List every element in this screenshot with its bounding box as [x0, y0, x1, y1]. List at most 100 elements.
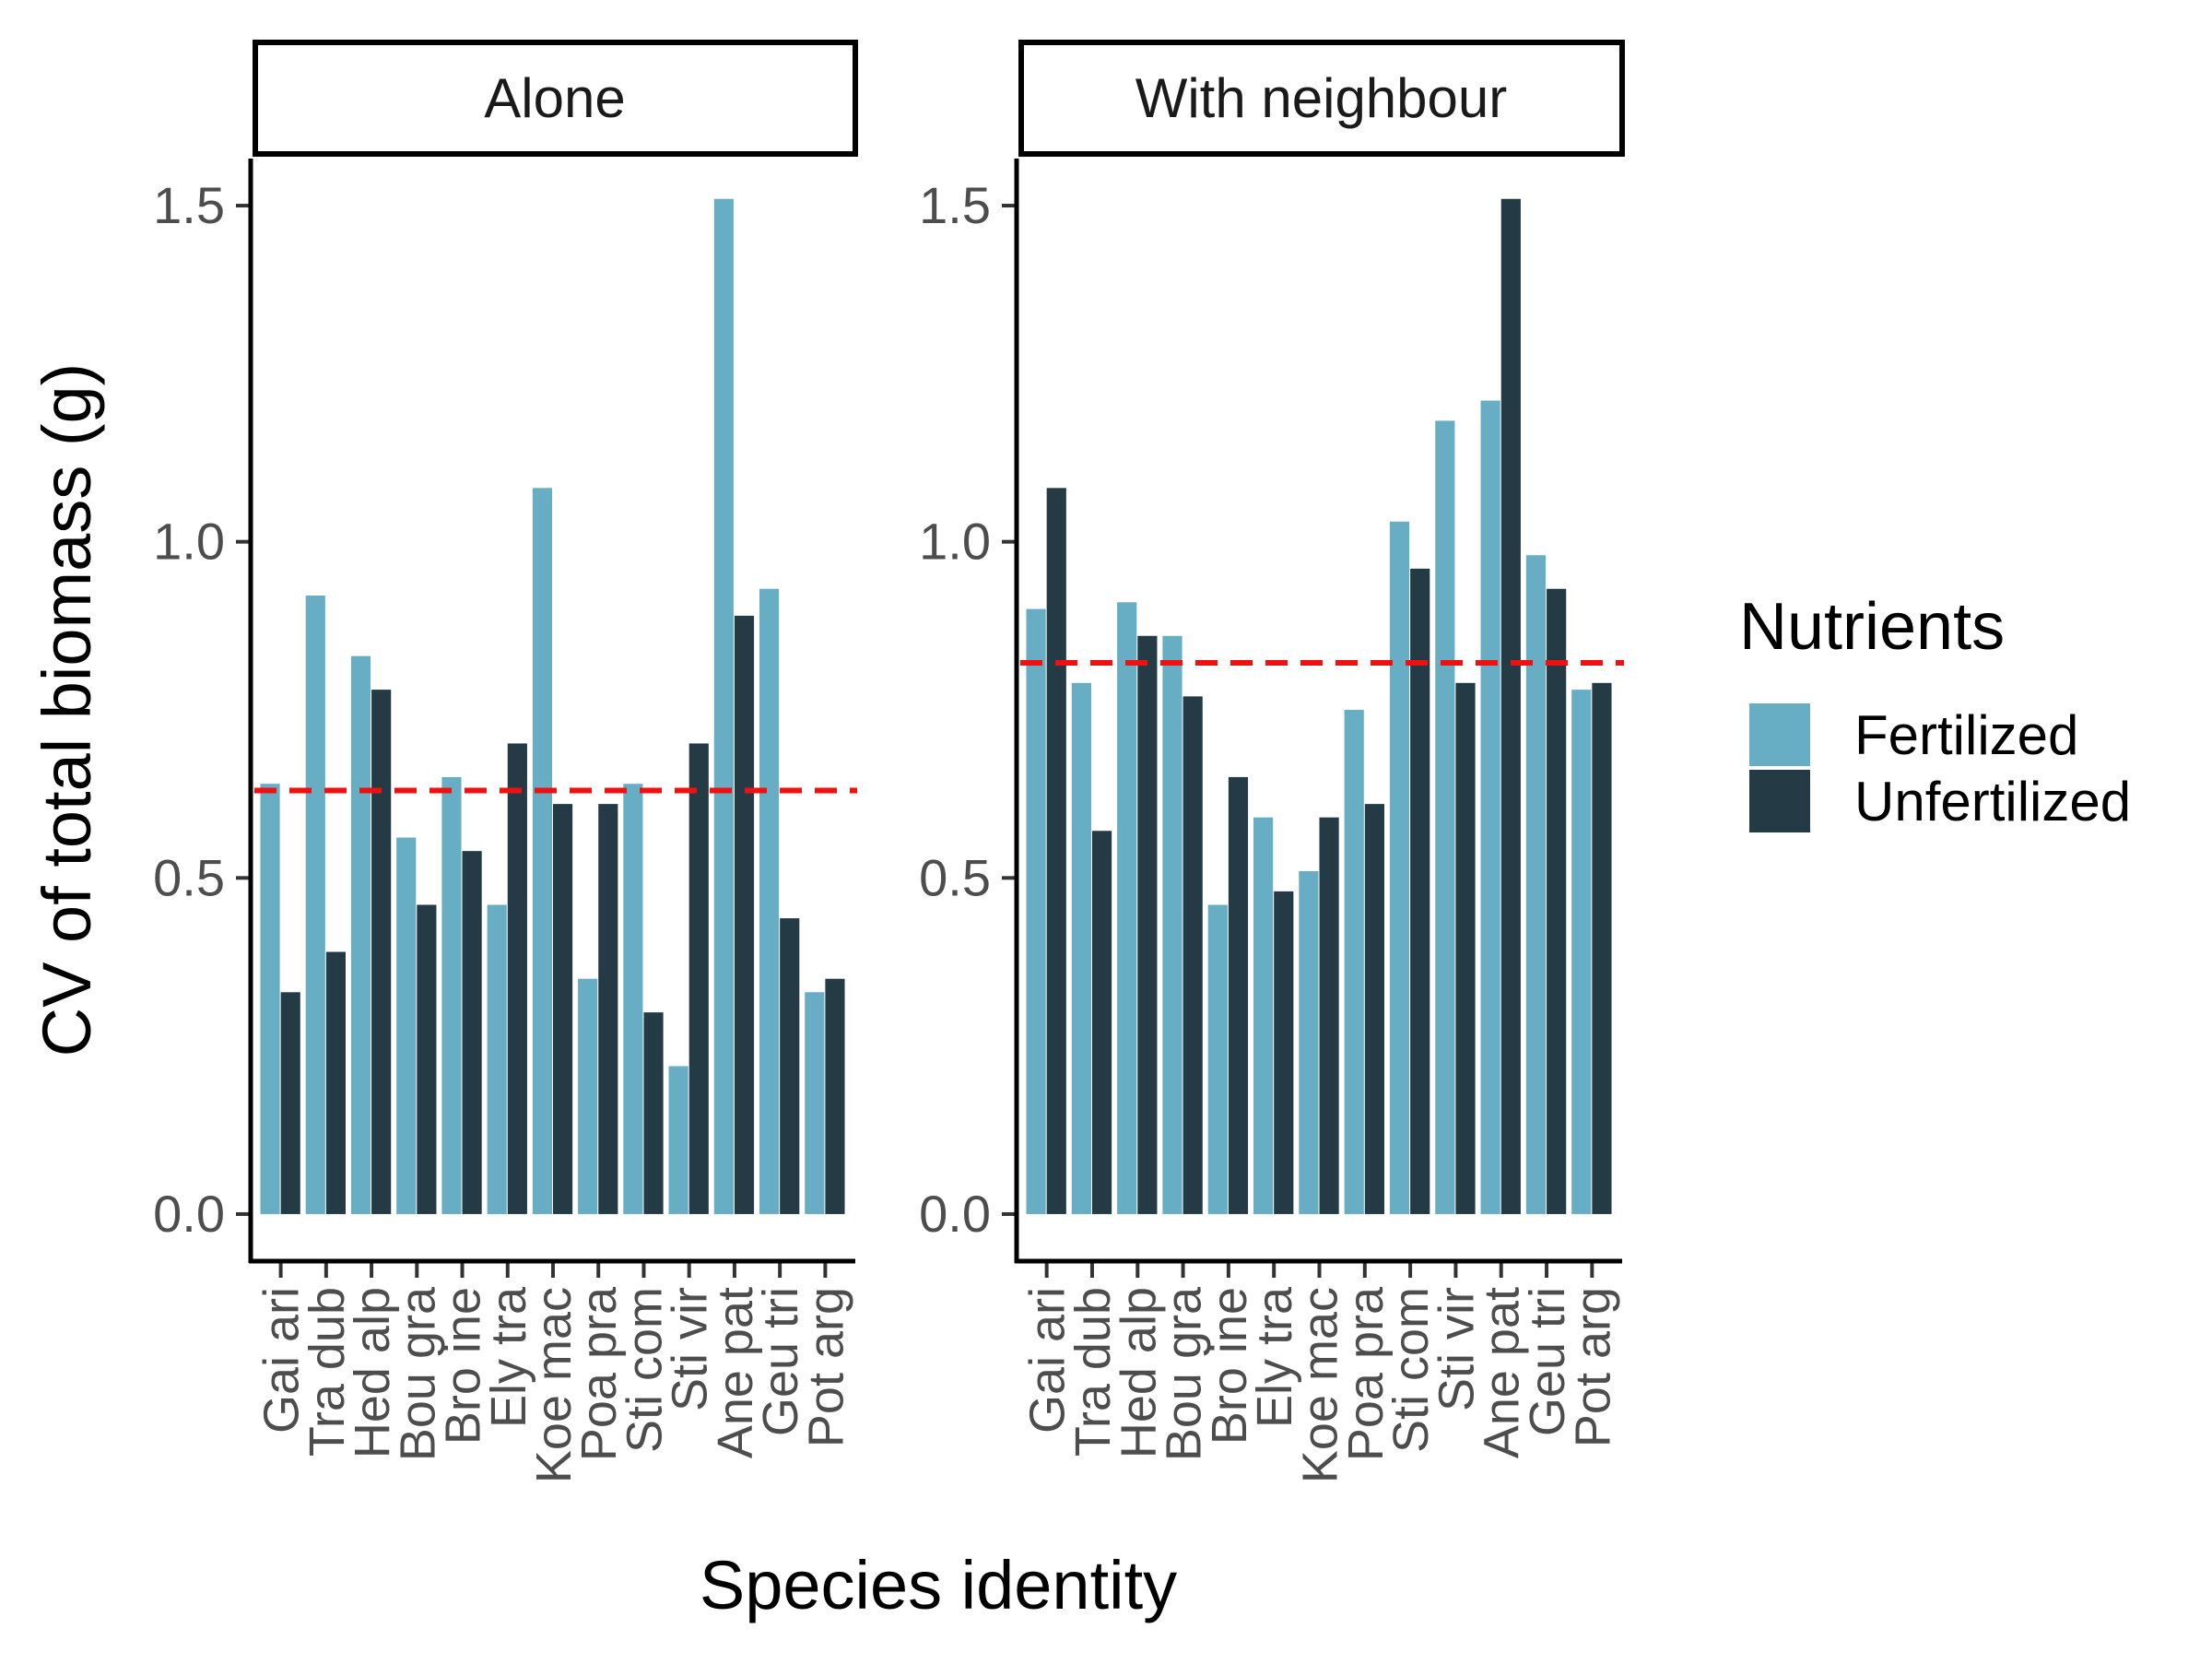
- y-tick-label: 1.0: [153, 513, 225, 571]
- x-tick-label: Hed alp: [1111, 1287, 1166, 1458]
- legend-title: Nutrients: [1739, 590, 2005, 664]
- panel-title: With neighbour: [1135, 67, 1508, 129]
- bar-fertilized: [1525, 555, 1547, 1214]
- bar-unfertilized: [598, 804, 618, 1214]
- bar-fertilized: [305, 596, 325, 1214]
- x-tick-label: Poa pra: [1338, 1286, 1394, 1461]
- x-tick-label: Ely tra: [481, 1286, 536, 1428]
- y-tick-label: 0.5: [919, 848, 991, 906]
- bar-unfertilized: [1455, 682, 1476, 1214]
- x-axis-title: Species identity: [700, 1547, 1177, 1623]
- bar-unfertilized: [643, 1012, 664, 1214]
- bar-unfertilized: [1228, 776, 1249, 1214]
- legend-label-unfertilized: Unfertilized: [1854, 771, 2131, 832]
- bar-unfertilized: [1046, 488, 1066, 1214]
- bar-unfertilized: [371, 690, 392, 1214]
- bar-unfertilized: [1274, 891, 1294, 1214]
- bar-fertilized: [1207, 904, 1228, 1214]
- legend-swatch-unfertilized: [1749, 770, 1810, 832]
- bar-unfertilized: [1592, 682, 1612, 1214]
- panel-strip: [253, 40, 858, 157]
- x-tick-label: Bou gra: [390, 1286, 445, 1461]
- y-tick-label: 1.0: [919, 513, 991, 571]
- x-tick-label: Gai ari: [1020, 1287, 1076, 1434]
- bar-fertilized: [260, 784, 280, 1214]
- legend-swatch-fertilized: [1749, 703, 1810, 766]
- x-tick-label: Bou gra: [1157, 1286, 1212, 1461]
- bar-fertilized: [1571, 690, 1592, 1214]
- bar-fertilized: [805, 992, 825, 1214]
- bar-fertilized: [487, 904, 507, 1214]
- bar-unfertilized: [1364, 804, 1384, 1214]
- bar-unfertilized: [734, 615, 755, 1214]
- bar-unfertilized: [1137, 635, 1158, 1214]
- bar-fertilized: [668, 1066, 688, 1214]
- bar-fertilized: [350, 655, 371, 1214]
- x-tick-label: Sti com: [1383, 1287, 1439, 1453]
- bar-fertilized: [532, 488, 552, 1214]
- bar-fertilized: [1299, 871, 1319, 1214]
- x-tick-label: Ane pat: [1475, 1287, 1530, 1458]
- x-tick-label: Geu tri: [1520, 1287, 1575, 1436]
- bar-fertilized: [1344, 710, 1364, 1214]
- x-tick-label: Tra dub: [300, 1287, 355, 1457]
- bar-fertilized: [1071, 682, 1091, 1214]
- bar-unfertilized: [825, 978, 845, 1214]
- x-tick-label: Sti com: [617, 1287, 672, 1453]
- y-axis-title: CV of total biomass (g): [29, 363, 105, 1057]
- x-tick-label: Sti vir: [663, 1287, 718, 1411]
- bar-unfertilized: [553, 804, 573, 1214]
- bar-unfertilized: [1547, 588, 1567, 1214]
- x-tick-label: Koe mac: [526, 1287, 582, 1483]
- x-tick-label: Pot arg: [1565, 1287, 1620, 1447]
- bar-fertilized: [1026, 608, 1046, 1214]
- bar-fertilized: [1435, 420, 1455, 1214]
- bar-unfertilized: [462, 851, 482, 1214]
- bar-fertilized: [578, 978, 598, 1214]
- legend-label-fertilized: Fertilized: [1854, 704, 2078, 766]
- x-tick-label: Sti vir: [1429, 1287, 1484, 1411]
- x-tick-label: Hed alp: [345, 1287, 400, 1458]
- y-tick-label: 0.0: [919, 1185, 991, 1243]
- bar-fertilized: [1480, 400, 1500, 1214]
- bar-fertilized: [1389, 521, 1410, 1214]
- bar-fertilized: [713, 198, 734, 1214]
- bar-fertilized: [623, 784, 643, 1214]
- bar-unfertilized: [1182, 696, 1203, 1214]
- bar-unfertilized: [507, 743, 527, 1214]
- bar-unfertilized: [417, 904, 437, 1214]
- bar-unfertilized: [1410, 568, 1430, 1214]
- bar-fertilized: [441, 776, 462, 1214]
- bar-unfertilized: [780, 918, 800, 1214]
- x-tick-label: Ane pat: [708, 1287, 763, 1458]
- panel-title: Alone: [484, 67, 625, 129]
- y-tick-label: 0.0: [153, 1185, 225, 1243]
- x-tick-label: Tra dub: [1065, 1287, 1121, 1457]
- bar-fertilized: [1162, 635, 1182, 1214]
- bar-fertilized: [396, 837, 417, 1214]
- panel-strip: [1018, 40, 1625, 157]
- x-tick-label: Bro ine: [436, 1287, 491, 1445]
- x-tick-label: Ely tra: [1247, 1286, 1302, 1428]
- y-tick-label: 1.5: [153, 176, 225, 234]
- bar-unfertilized: [1091, 831, 1112, 1214]
- bar-unfertilized: [325, 951, 346, 1214]
- x-tick-label: Koe mac: [1293, 1287, 1348, 1483]
- bar-unfertilized: [1500, 198, 1521, 1214]
- x-tick-label: Bro ine: [1202, 1287, 1257, 1445]
- y-tick-label: 0.5: [153, 848, 225, 906]
- x-tick-label: Geu tri: [753, 1287, 808, 1436]
- bar-unfertilized: [1319, 817, 1339, 1214]
- bar-unfertilized: [280, 992, 300, 1214]
- x-tick-label: Poa pra: [571, 1286, 627, 1461]
- bar-unfertilized: [688, 743, 709, 1214]
- x-tick-label: Gai ari: [254, 1287, 310, 1434]
- y-tick-label: 1.5: [919, 176, 991, 234]
- bar-fertilized: [1253, 817, 1274, 1214]
